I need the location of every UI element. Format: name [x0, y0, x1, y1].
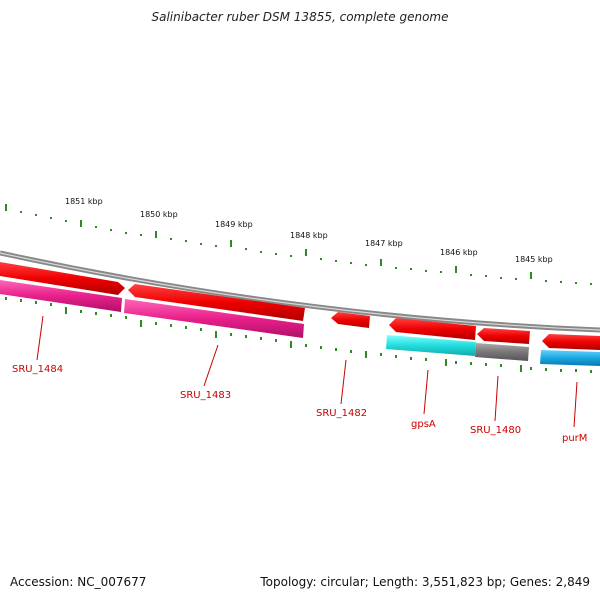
outer-tick-marks [5, 204, 592, 285]
tick-label-1849: 1849 kbp [215, 220, 253, 229]
gene-label-sru1480[interactable]: SRU_1480 [470, 425, 521, 436]
tick-label-1851: 1851 kbp [65, 197, 103, 206]
forward-gene-arrow[interactable] [0, 262, 125, 295]
tick-label-1850: 1850 kbp [140, 210, 178, 219]
reverse-gene-bar[interactable] [124, 299, 304, 338]
genome-summary-text: Topology: circular; Length: 3,551,823 bp… [260, 575, 590, 589]
tick-label-1845: 1845 kbp [515, 255, 553, 264]
gene-label-purm[interactable]: purM [562, 433, 587, 444]
reverse-gene-bar[interactable] [540, 350, 600, 366]
genome-backbone-highlight [0, 252, 600, 331]
map-title: Salinibacter ruber DSM 13855, complete g… [151, 10, 449, 24]
gene-label-sru1483[interactable]: SRU_1483 [180, 390, 231, 401]
gene-leader-lines [36, 315, 578, 428]
reverse-gene-bar[interactable] [386, 335, 476, 356]
forward-gene-arrow[interactable] [331, 312, 370, 328]
reverse-gene-bar[interactable] [475, 343, 529, 361]
gene-label-sru1482[interactable]: SRU_1482 [316, 408, 367, 419]
tick-label-1846: 1846 kbp [440, 248, 478, 257]
reverse-gene-bar[interactable] [0, 280, 122, 312]
tick-label-1848: 1848 kbp [290, 231, 328, 240]
forward-gene-arrow[interactable] [542, 334, 600, 350]
gene-label-sru1484[interactable]: SRU_1484 [12, 364, 63, 375]
forward-gene-arrow[interactable] [477, 328, 530, 344]
gene-label-gpsa[interactable]: gpsA [411, 419, 436, 430]
accession-text: Accession: NC_007677 [10, 575, 147, 589]
inner-tick-marks [5, 297, 592, 373]
forward-gene-arrow[interactable] [128, 284, 305, 321]
tick-label-1847: 1847 kbp [365, 239, 403, 248]
forward-gene-arrow[interactable] [389, 318, 476, 340]
